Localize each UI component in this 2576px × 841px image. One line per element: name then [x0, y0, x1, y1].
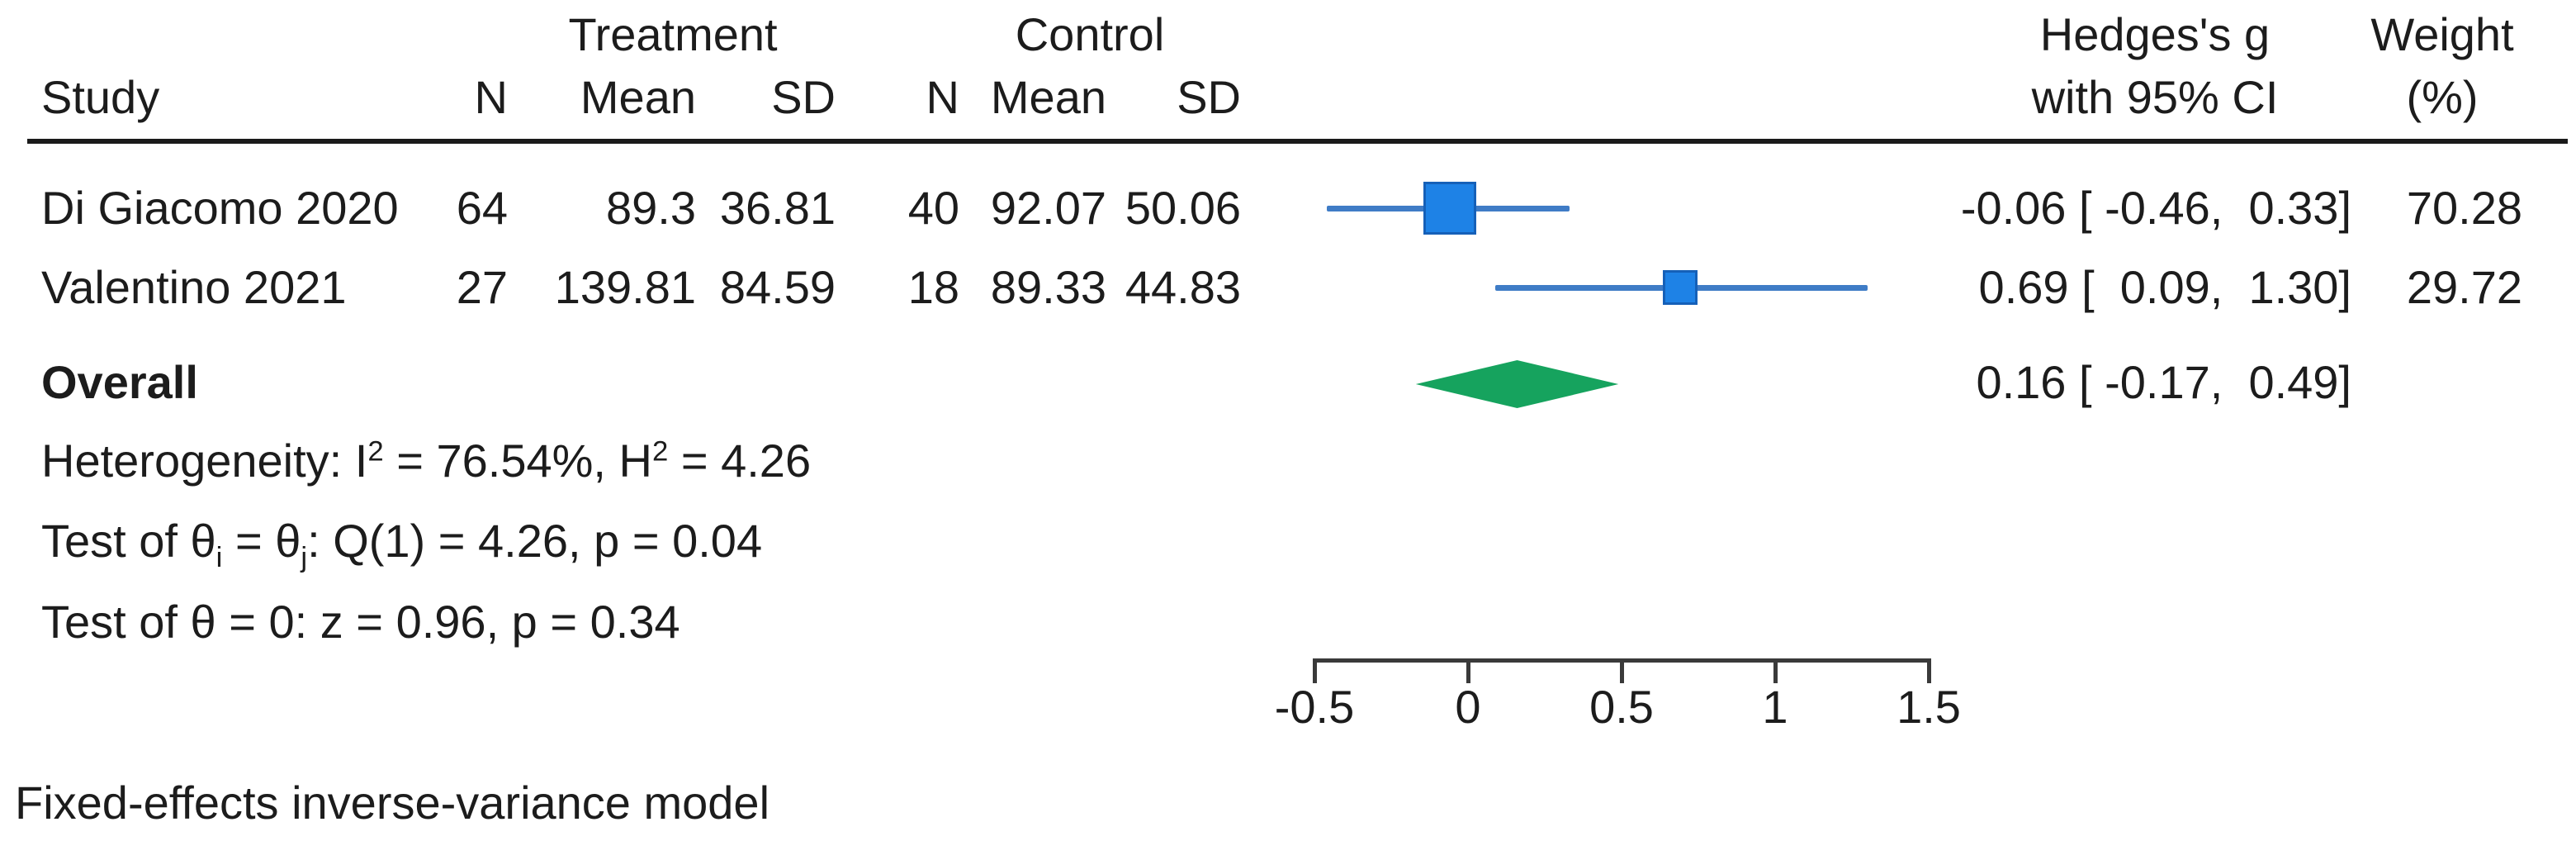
header-divider	[27, 139, 2568, 144]
treatment-group-header: Treatment	[568, 8, 778, 60]
control-n: 18	[907, 261, 959, 313]
effect-ci-value: -0.06 [ -0.46, 0.33]	[1960, 182, 2351, 234]
treatment-sd: 84.59	[719, 261, 836, 313]
treatment-n: 27	[456, 261, 508, 313]
treatment-mean: 89.3	[606, 182, 696, 234]
effect-ci-value: 0.69 [ 0.09, 1.30]	[1978, 261, 2351, 313]
model-note: Fixed-effects inverse-variance model	[15, 777, 770, 829]
study-name: Di Giacomo 2020	[41, 182, 399, 234]
effect-header-line1: Hedges's g	[2039, 8, 2271, 60]
control-mean-column-header: Mean	[990, 71, 1106, 123]
x-axis-tick-label: 0.5	[1589, 681, 1654, 733]
x-axis-tick	[1927, 658, 1931, 683]
control-mean: 92.07	[990, 182, 1106, 234]
x-axis-tick-label: 1	[1762, 681, 1788, 733]
study-name: Valentino 2021	[41, 261, 347, 313]
treatment-mean-column-header: Mean	[580, 71, 696, 123]
weight-header-line2: (%)	[2406, 71, 2479, 123]
treatment-mean: 139.81	[554, 261, 696, 313]
control-n-column-header: N	[926, 71, 959, 123]
control-sd: 50.06	[1125, 182, 1241, 234]
heterogeneity-stats: Heterogeneity: I2 = 76.54%, H2 = 4.26	[41, 435, 812, 487]
x-axis-tick-label: 1.5	[1896, 681, 1961, 733]
treatment-sd: 36.81	[719, 182, 836, 234]
x-axis-tick-label: -0.5	[1274, 681, 1355, 733]
treatment-sd-column-header: SD	[771, 71, 836, 123]
x-axis-tick-label: 0	[1455, 681, 1481, 733]
x-axis-tick	[1313, 658, 1317, 683]
test-between-stats: Test of θi = θj: Q(1) = 4.26, p = 0.04	[41, 515, 763, 574]
weight-value: 70.28	[2406, 182, 2522, 234]
test-overall-stats: Test of θ = 0: z = 0.96, p = 0.34	[41, 596, 680, 648]
control-mean: 89.33	[990, 261, 1106, 313]
study-column-header: Study	[41, 71, 160, 123]
control-n: 40	[907, 182, 959, 234]
effect-header-line2: with 95% CI	[2031, 71, 2279, 123]
control-sd: 44.83	[1125, 261, 1241, 313]
weight-value: 29.72	[2406, 261, 2522, 313]
control-sd-column-header: SD	[1177, 71, 1241, 123]
effect-size-square	[1662, 270, 1698, 305]
weight-header-line1: Weight	[2370, 8, 2514, 60]
x-axis-tick	[1466, 658, 1470, 683]
overall-label: Overall	[41, 356, 198, 408]
effect-size-square	[1423, 182, 1476, 235]
treatment-n-column-header: N	[474, 71, 508, 123]
overall-diamond	[1415, 360, 1619, 408]
overall-effect-ci-value: 0.16 [ -0.17, 0.49]	[1976, 356, 2351, 408]
control-group-header: Control	[1015, 8, 1165, 60]
treatment-n: 64	[456, 182, 508, 234]
x-axis-tick	[1773, 658, 1778, 683]
x-axis-tick	[1620, 658, 1624, 683]
